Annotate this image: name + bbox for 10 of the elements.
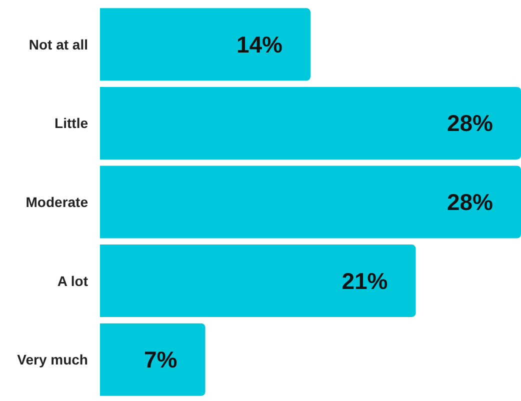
data-label: 28% [446, 189, 493, 215]
y-tick-label: Little [54, 115, 88, 132]
data-label: 21% [342, 268, 388, 294]
y-tick-label: Moderate [26, 194, 88, 210]
data-label: 7% [144, 346, 178, 373]
y-tick-label: A lot [57, 272, 88, 289]
data-label: 14% [236, 31, 282, 58]
y-tick-label: Very much [17, 352, 88, 368]
y-tick-label: Not at all [28, 36, 88, 52]
data-label: 28% [446, 110, 493, 136]
